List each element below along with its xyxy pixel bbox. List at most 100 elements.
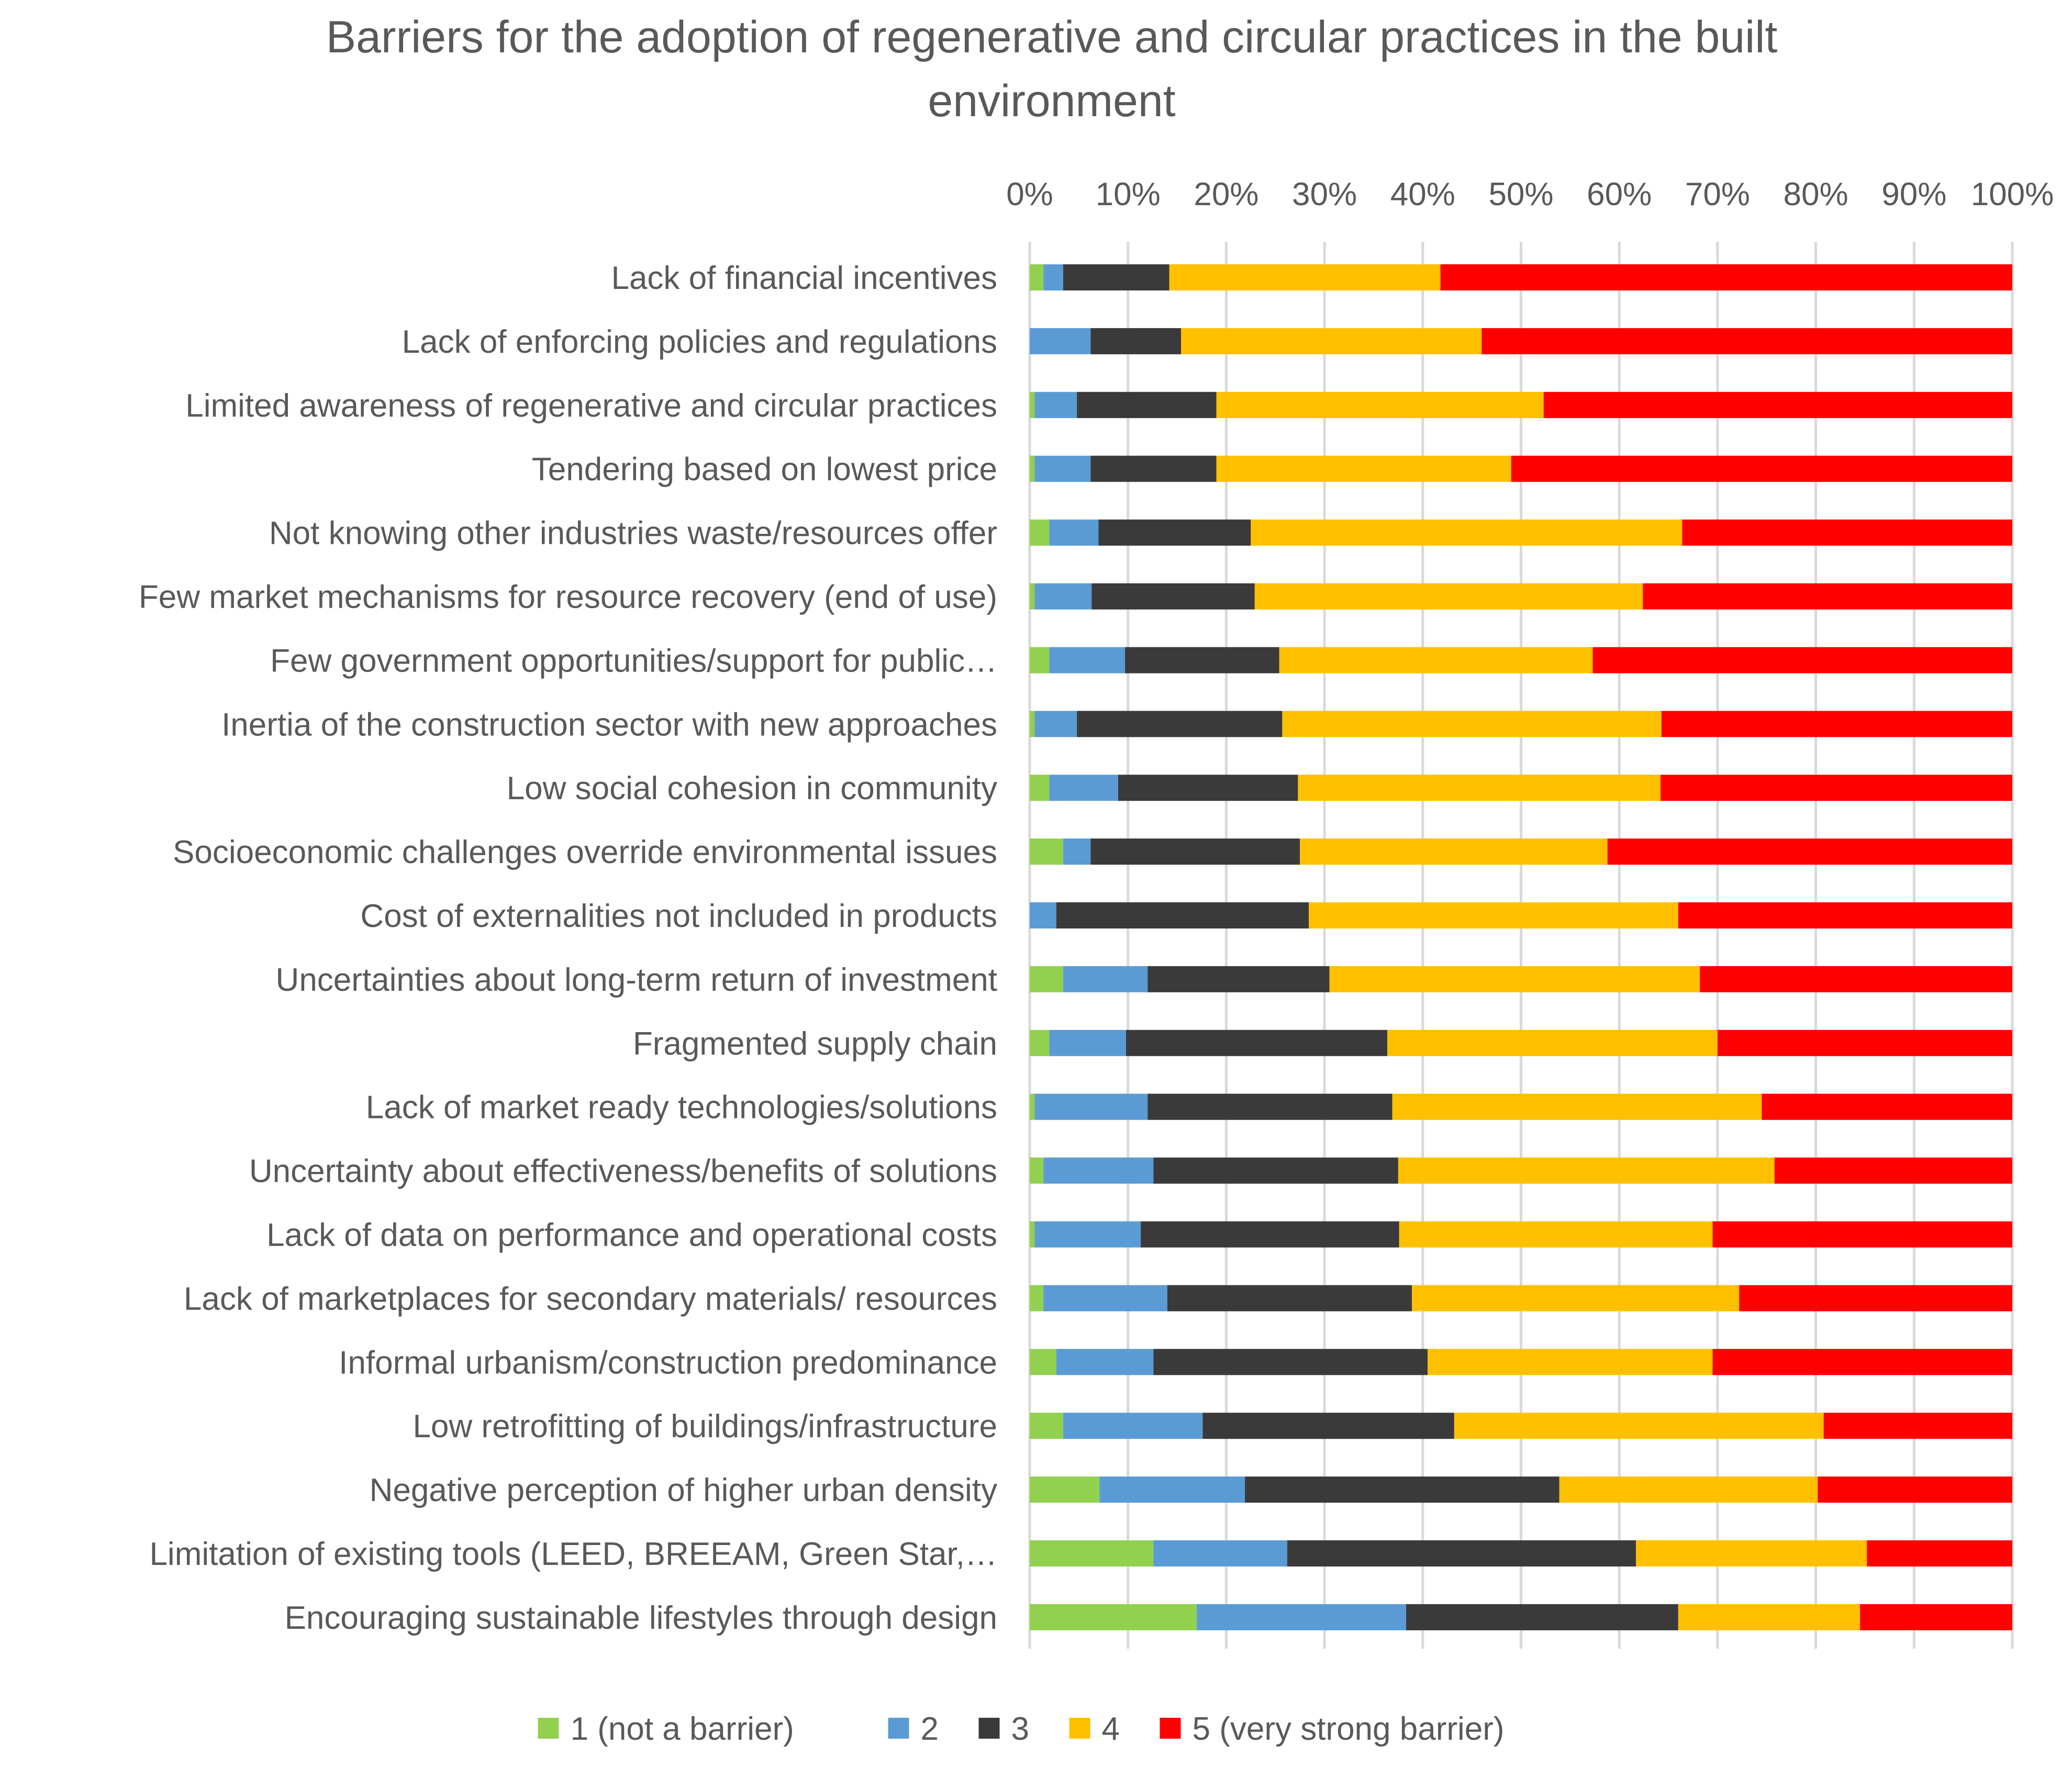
bar-segment-3 [1056,902,1309,928]
bar-segment-3 [1202,1413,1454,1439]
bar-segment-4 [1181,328,1482,354]
x-tick-label: 100% [1971,176,2054,212]
bar-segment-1 [1030,1221,1035,1248]
bar-segment-1 [1030,391,1035,418]
bar-segment-1 [1030,966,1063,992]
x-tick-label: 40% [1390,176,1455,212]
bar-segment-1 [1030,1413,1063,1439]
bar-segment-4 [1298,775,1661,801]
bar-segment-2 [1034,1221,1141,1248]
category-label: Low social cohesion in community [507,770,997,807]
bar-segment-3 [1141,1221,1399,1248]
bar-segment-3 [1125,647,1279,674]
bar-segment-1 [1030,519,1050,546]
bar-segment-1 [1030,264,1044,290]
bar-segment-1 [1030,1349,1056,1375]
bar-segment-2 [1049,1030,1126,1056]
category-label: Uncertainty about effectiveness/benefits… [249,1154,997,1190]
bar-segment-4 [1678,1604,1861,1630]
legend-label-3: 3 [1011,1711,1029,1747]
bar-segment-2 [1153,1540,1287,1566]
bar-segment-5 [1678,902,2012,928]
x-tick-label: 90% [1881,176,1946,212]
category-label: Socioeconomic challenges override enviro… [173,834,997,870]
bar-segment-5 [1818,1476,2012,1503]
bar-segment-4 [1282,711,1662,737]
bar-segment-2 [1034,711,1077,737]
bar-segment-2 [1034,455,1091,482]
category-label: Lack of financial incentives [611,260,997,296]
bar-segment-3 [1090,328,1182,354]
bar-segment-2 [1030,902,1056,928]
bar-segment-3 [1126,1030,1388,1056]
bar-segment-1 [1030,647,1050,674]
category-label: Fragmented supply chain [633,1026,997,1062]
bar-segment-2 [1197,1604,1406,1630]
bar-segment-5 [1712,1221,2012,1248]
bar-segment-4 [1216,455,1511,482]
bar-segment-3 [1406,1604,1678,1630]
bar-segment-5 [1481,328,2012,354]
category-label: Tendering based on lowest price [532,452,997,488]
bar-segment-5 [1643,583,2012,610]
legend-label-5: 5 (very strong barrier) [1193,1711,1505,1747]
bar-segment-3 [1167,1285,1412,1312]
chart-title-line: environment [928,76,1175,126]
bar-segment-4 [1216,391,1544,418]
category-label: Negative perception of higher urban dens… [370,1472,997,1508]
bar-segment-3 [1148,1093,1393,1120]
bar-segment-4 [1636,1540,1867,1566]
bar-segment-1 [1030,838,1063,865]
bar-segment-2 [1030,328,1091,354]
bar-segment-1 [1030,775,1050,801]
bar-segment-2 [1043,264,1063,290]
bar-segment-3 [1063,264,1169,290]
bar-segment-2 [1049,647,1126,674]
legend-swatch-3 [978,1718,1000,1739]
bar-segment-3 [1153,1349,1428,1375]
bar-segment-4 [1399,1221,1713,1248]
category-label: Encouraging sustainable lifestyles throu… [285,1600,997,1636]
bar-segment-2 [1056,1349,1154,1375]
bar-segment-2 [1034,391,1077,418]
bar-segment-4 [1398,1157,1775,1184]
bar-segment-2 [1099,1476,1245,1503]
bar-segment-2 [1034,1093,1148,1120]
bar-segment-3 [1090,455,1217,482]
bar-segment-5 [1543,391,2012,418]
chart-title: Barriers for the adoption of regenerativ… [326,12,1778,126]
category-label: Few market mechanisms for resource recov… [139,579,997,616]
bar-segment-1 [1030,455,1035,482]
bar-segment-5 [1867,1540,2012,1566]
bar-segment-1 [1030,1476,1100,1503]
chart-title-line: Barriers for the adoption of regenerativ… [326,12,1778,62]
bar-segment-5 [1661,711,2012,737]
x-tick-label: 80% [1784,176,1848,212]
x-axis-tick-labels: 0% 10% 20% 30% 40% 50% 60% 70% 80% 90% 100% [1006,176,2054,212]
bar-segment-2 [1034,583,1092,610]
bar-segment-5 [1511,455,2012,482]
bar-segment-2 [1049,775,1118,801]
bar-segment-3 [1118,775,1298,801]
x-tick-label: 0% [1006,176,1053,212]
category-label: Few government opportunities/support for… [270,643,997,679]
legend-label-1: 1 (not a barrier) [571,1711,794,1747]
legend-label-2: 2 [921,1711,939,1747]
bar-segment-1 [1030,1157,1044,1184]
bar-segment-2 [1063,966,1148,992]
category-label: Limitation of existing tools (LEED, BREE… [149,1536,997,1572]
bar-segment-3 [1287,1540,1636,1566]
legend-swatch-5 [1160,1718,1181,1739]
category-label: Lack of market ready technologies/soluti… [366,1090,997,1126]
bar-segment-4 [1169,264,1441,290]
category-label: Informal urbanism/construction predomina… [339,1345,997,1381]
bar-segment-4 [1300,838,1608,865]
bar-segment-4 [1412,1285,1740,1312]
category-label: Not knowing other industries waste/resou… [269,516,997,552]
bar-segment-1 [1030,1030,1050,1056]
category-label: Lack of data on performance and operatio… [266,1217,997,1254]
bar-segment-5 [1860,1604,2012,1630]
category-label: Lack of enforcing policies and regulatio… [402,324,997,360]
